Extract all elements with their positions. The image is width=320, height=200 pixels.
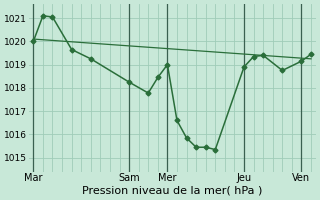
X-axis label: Pression niveau de la mer( hPa ): Pression niveau de la mer( hPa ) [82,186,262,196]
